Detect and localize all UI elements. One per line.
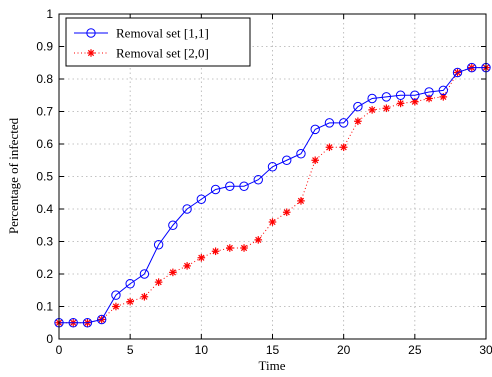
series-1-line (59, 67, 486, 324)
data-point (196, 194, 207, 204)
data-point (82, 318, 93, 328)
data-point (282, 155, 292, 165)
data-point (296, 149, 306, 159)
data-point (225, 181, 235, 191)
legend: Removal set [1,1] Removal set [2,0] (65, 17, 251, 67)
data-point (282, 208, 291, 217)
y-tick-label: 0.9 (36, 40, 53, 54)
axis-ticks: 0 5 10 15 20 25 30 0 0.1 0.2 0.3 0.4 0.5 0.6 0.7 0.8 0.9… (36, 7, 492, 357)
data-point (425, 94, 433, 103)
data-point (367, 93, 377, 104)
data-point (353, 101, 363, 112)
data-point (381, 92, 392, 102)
data-point (197, 253, 206, 262)
data-point (183, 262, 191, 270)
data-point (267, 162, 278, 172)
data-point (311, 156, 319, 165)
data-point (139, 269, 150, 279)
data-point (182, 204, 192, 214)
data-point (239, 181, 249, 191)
x-tick-label: 15 (266, 343, 280, 357)
data-point (396, 99, 405, 108)
data-point (253, 175, 263, 185)
data-point (154, 278, 163, 286)
x-tick-label: 0 (56, 343, 63, 357)
y-tick-label: 0.7 (36, 105, 53, 119)
legend-entry-1: Removal set [1,1] (74, 26, 209, 41)
data-point (211, 247, 220, 256)
data-point (354, 117, 362, 126)
data-point (168, 220, 178, 230)
data-point (410, 90, 420, 100)
data-point (97, 314, 107, 325)
y-tick-label: 0.6 (36, 137, 53, 151)
data-point (169, 268, 177, 277)
y-tick-label: 0.1 (36, 300, 53, 314)
x-tick-label: 25 (408, 343, 422, 357)
data-point (382, 104, 391, 113)
y-tick-label: 0.4 (36, 202, 53, 216)
x-axis-label: Time (259, 358, 286, 373)
legend-label: Removal set [1,1] (116, 26, 209, 41)
data-point (153, 240, 164, 250)
data-point (310, 124, 320, 135)
legend-box (65, 17, 251, 67)
legend-entry-2: Removal set [2,0] (74, 46, 209, 61)
y-tick-label: 0.2 (36, 267, 53, 281)
y-tick-label: 0.8 (36, 72, 53, 86)
data-point (452, 67, 463, 78)
data-point (240, 244, 248, 252)
data-point (467, 62, 477, 73)
y-tick-label: 0.5 (36, 170, 53, 184)
data-point (268, 218, 277, 226)
x-tick-label: 10 (195, 343, 209, 357)
data-point (112, 302, 120, 311)
data-point (226, 244, 234, 252)
y-axis-label: Percentage of infected (6, 117, 21, 234)
data-point (111, 290, 121, 300)
data-point (68, 318, 78, 328)
data-point (438, 85, 448, 96)
data-point (324, 118, 335, 128)
x-tick-label: 20 (337, 343, 351, 357)
data-point (210, 184, 221, 195)
x-tick-label: 5 (127, 343, 134, 357)
series-layer (54, 62, 491, 328)
data-point (338, 118, 349, 128)
data-point (140, 292, 149, 301)
legend-marker (87, 49, 95, 57)
legend-label: Removal set [2,0] (116, 46, 209, 61)
data-point (297, 197, 305, 205)
data-point (125, 279, 135, 289)
x-tick-label: 30 (479, 343, 492, 357)
legend-marker (86, 28, 96, 38)
data-point (368, 106, 376, 114)
data-point (254, 236, 263, 244)
y-tick-label: 0 (46, 332, 53, 346)
data-point (126, 297, 134, 306)
data-point (395, 90, 406, 100)
grid-lines (59, 14, 486, 339)
y-tick-label: 1 (46, 7, 53, 21)
y-tick-label: 0.3 (36, 235, 53, 249)
data-point (339, 143, 348, 152)
data-point (325, 143, 334, 152)
data-point (424, 87, 434, 97)
